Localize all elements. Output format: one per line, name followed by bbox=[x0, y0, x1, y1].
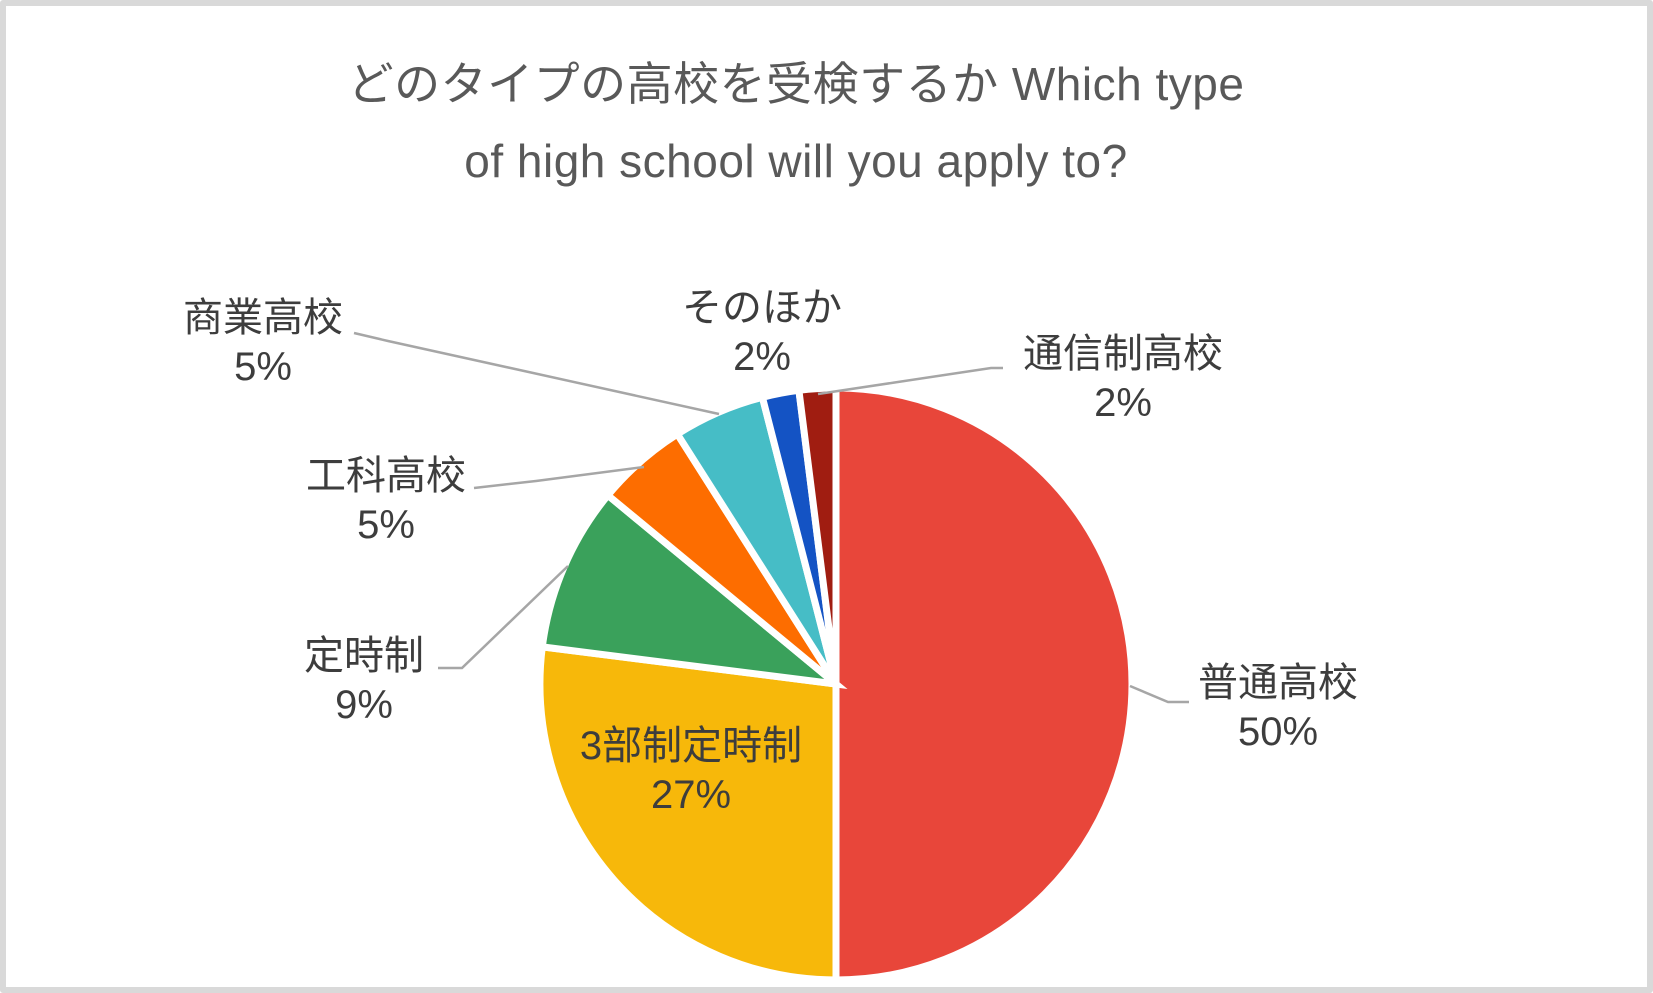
slice-label-name: 通信制高校 bbox=[1023, 332, 1223, 376]
slice-label-percent: 50% bbox=[1237, 710, 1319, 754]
slice-label-percent: 5% bbox=[234, 345, 292, 389]
chart-title-line-1: どのタイプの高校を受検するか Which type bbox=[347, 58, 1245, 110]
slice-label-name: 商業高校 bbox=[183, 296, 343, 340]
slice-label-4: 商業高校 5% bbox=[183, 294, 343, 392]
pie-chart bbox=[353, 331, 1189, 984]
callout-line-4 bbox=[353, 331, 720, 416]
callout-lines-group bbox=[353, 331, 1189, 704]
chart-title: どのタイプの高校を受検するか Which type of high school… bbox=[6, 46, 1586, 200]
slice-label-percent: 27% bbox=[650, 773, 732, 817]
slice-label-3: 工科高校 5% bbox=[306, 452, 466, 550]
callout-line-3 bbox=[473, 465, 645, 490]
slice-label-percent: 9% bbox=[335, 683, 393, 727]
pie-slice-2 bbox=[538, 490, 848, 689]
slice-label-name: そのほか bbox=[682, 286, 842, 330]
slice-label-5: そのほか 2% bbox=[682, 284, 842, 382]
slice-label-percent: 2% bbox=[1094, 381, 1152, 425]
callout-line-2 bbox=[438, 565, 569, 670]
slice-label-1: 3部制定時制 27% bbox=[580, 722, 802, 820]
pie-slices-group bbox=[536, 384, 1136, 984]
slice-label-name: 普通高校 bbox=[1198, 661, 1358, 705]
slice-label-name: 3部制定時制 bbox=[579, 724, 803, 768]
slice-label-0: 普通高校 50% bbox=[1198, 659, 1358, 757]
callout-line-6 bbox=[817, 366, 1003, 396]
slice-label-name: 定時制 bbox=[304, 634, 424, 678]
pie-slice-1 bbox=[536, 642, 840, 984]
callout-line-0 bbox=[1129, 684, 1189, 704]
pie-slice-0 bbox=[832, 384, 1136, 984]
chart-title-line-2: of high school will you apply to? bbox=[464, 135, 1128, 187]
slice-label-name: 工科高校 bbox=[306, 454, 466, 498]
pie-slice-6 bbox=[794, 384, 840, 685]
slice-label-6: 通信制高校 2% bbox=[1023, 330, 1223, 428]
slice-label-percent: 2% bbox=[733, 335, 791, 379]
slice-label-percent: 5% bbox=[357, 503, 415, 547]
slice-label-2: 定時制 9% bbox=[304, 632, 424, 730]
